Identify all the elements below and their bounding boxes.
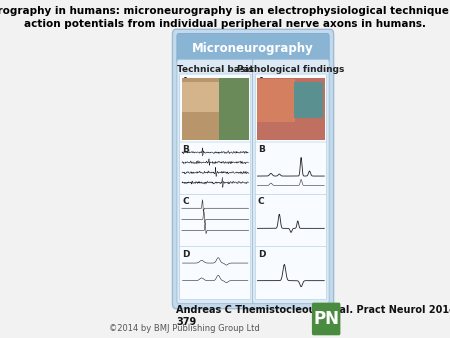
FancyBboxPatch shape xyxy=(255,142,326,195)
Text: Pathological findings: Pathological findings xyxy=(237,65,345,74)
Text: action potentials from individual peripheral nerve axons in humans.: action potentials from individual periph… xyxy=(24,19,426,29)
Text: D: D xyxy=(182,250,189,259)
FancyBboxPatch shape xyxy=(219,78,249,140)
FancyBboxPatch shape xyxy=(255,194,326,247)
Text: Microneurography in humans: microneurography is an electrophysiological techniqu: Microneurography in humans: microneurogr… xyxy=(0,6,450,16)
FancyBboxPatch shape xyxy=(177,33,329,63)
Text: C: C xyxy=(182,197,189,207)
Text: C: C xyxy=(258,197,264,207)
FancyBboxPatch shape xyxy=(255,74,326,143)
Text: D: D xyxy=(258,250,265,259)
FancyBboxPatch shape xyxy=(180,194,251,247)
Text: Technical basis: Technical basis xyxy=(177,65,253,74)
FancyBboxPatch shape xyxy=(172,29,333,309)
FancyBboxPatch shape xyxy=(180,142,251,195)
FancyBboxPatch shape xyxy=(255,247,326,299)
FancyBboxPatch shape xyxy=(257,78,324,140)
Text: A: A xyxy=(182,77,189,86)
FancyBboxPatch shape xyxy=(180,247,251,299)
FancyBboxPatch shape xyxy=(177,59,253,304)
FancyBboxPatch shape xyxy=(181,82,249,112)
FancyBboxPatch shape xyxy=(312,303,340,335)
Text: PN: PN xyxy=(313,310,339,328)
FancyBboxPatch shape xyxy=(294,82,324,118)
FancyBboxPatch shape xyxy=(257,79,295,122)
Text: Andreas C Themistocleous et al. Pract Neurol 2014;14:368-
379: Andreas C Themistocleous et al. Pract Ne… xyxy=(176,305,450,327)
Text: ©2014 by BMJ Publishing Group Ltd: ©2014 by BMJ Publishing Group Ltd xyxy=(109,324,260,333)
FancyBboxPatch shape xyxy=(181,78,249,140)
Text: B: B xyxy=(258,145,265,154)
Text: B: B xyxy=(182,145,189,154)
FancyBboxPatch shape xyxy=(252,59,329,304)
Text: A: A xyxy=(258,77,265,86)
FancyBboxPatch shape xyxy=(180,74,251,143)
Text: Microneurography: Microneurography xyxy=(192,42,314,55)
